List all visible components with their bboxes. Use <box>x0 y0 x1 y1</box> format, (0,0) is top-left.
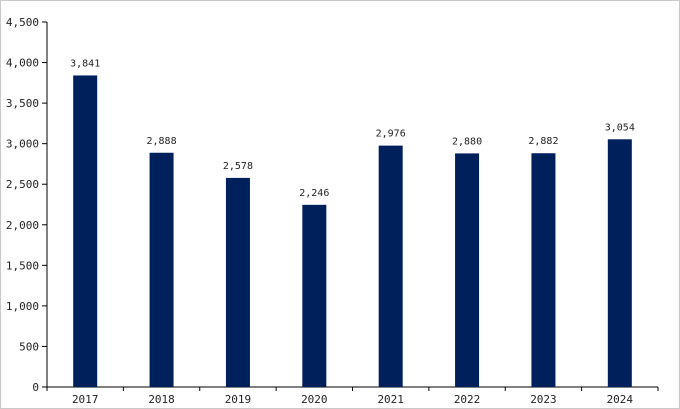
y-tick-label: 3,500 <box>6 97 39 110</box>
x-tick-label-2024: 2024 <box>607 393 634 406</box>
bar-2021 <box>378 145 403 387</box>
x-tick-label-2022: 2022 <box>454 393 481 406</box>
data-label-2019: 2,578 <box>223 161 253 172</box>
y-tick-label: 1,500 <box>6 259 39 272</box>
data-label-2020: 2,246 <box>299 188 329 199</box>
bar-2019 <box>225 177 250 387</box>
x-tick-label-2017: 2017 <box>72 393 99 406</box>
x-tick-label-2023: 2023 <box>530 393 557 406</box>
x-tick-label-2021: 2021 <box>377 393 404 406</box>
bar-2022 <box>455 153 480 387</box>
data-label-2018: 2,888 <box>147 136 177 147</box>
bar-2017 <box>73 75 98 388</box>
data-label-2023: 2,882 <box>528 136 558 147</box>
bars <box>73 75 632 388</box>
y-tick-label: 4,000 <box>6 57 39 70</box>
bar-2018 <box>149 152 174 387</box>
y-tick-label: 4,500 <box>6 16 39 29</box>
data-label-2021: 2,976 <box>376 129 406 140</box>
y-tick-label: 0 <box>32 381 39 394</box>
data-label-2022: 2,880 <box>452 136 482 147</box>
bar-2020 <box>302 204 327 387</box>
data-label-2024: 3,054 <box>605 122 635 133</box>
x-axis: 2017 2018 2019 2020 2021 2022 2023 2024 <box>46 386 659 406</box>
y-tick-label: 1,000 <box>6 300 39 313</box>
x-tick-label-2020: 2020 <box>301 393 328 406</box>
y-tick-label: 3,000 <box>6 138 39 151</box>
data-labels: 3,841 2,888 2,578 2,246 2,976 2,880 2,882 3,054 <box>70 58 635 198</box>
bar-2023 <box>531 153 556 387</box>
y-tick-label: 2,000 <box>6 219 39 232</box>
x-tick-label-2019: 2019 <box>225 393 252 406</box>
bar-2024 <box>607 139 632 387</box>
x-tick-label-2018: 2018 <box>148 393 175 406</box>
y-tick-label: 500 <box>19 340 39 353</box>
y-tick-label: 2,500 <box>6 178 39 191</box>
y-axis: 0 500 1,000 1,500 2,000 2,500 3,000 3,500 4,000 4… <box>6 16 48 394</box>
data-label-2017: 3,841 <box>70 58 100 69</box>
